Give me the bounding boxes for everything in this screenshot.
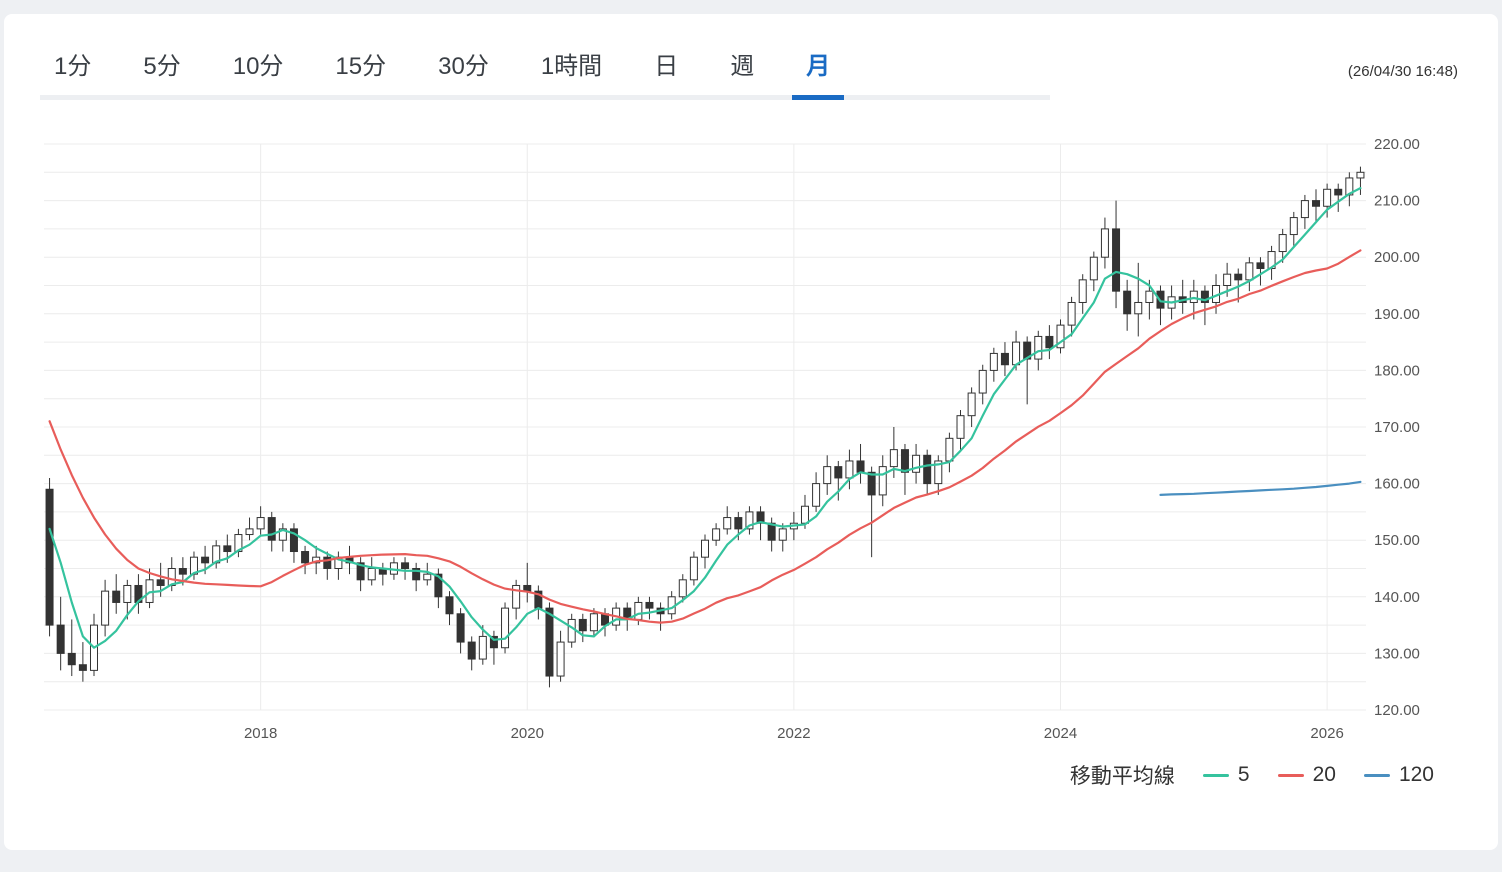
ma5-legend-label: 5 (1237, 763, 1250, 786)
svg-text:190.00: 190.00 (1374, 306, 1420, 323)
tab-day[interactable]: 日 (640, 40, 692, 100)
period-tabbar: 1分 5分 10分 15分 30分 1時間 日 週 月 (26/04/30 16… (4, 14, 1498, 100)
tab-1hour[interactable]: 1時間 (527, 40, 616, 100)
chart-panel: 1分 5分 10分 15分 30分 1時間 日 週 月 (26/04/30 16… (4, 14, 1498, 850)
svg-text:200.00: 200.00 (1374, 249, 1420, 266)
quote-timestamp: (26/04/30 16:48) (1347, 63, 1458, 80)
svg-text:130.00: 130.00 (1374, 645, 1420, 662)
ma5-legend: 5 (1202, 763, 1250, 787)
ma20-legend: 20 (1277, 763, 1336, 787)
svg-text:2018: 2018 (244, 725, 277, 742)
svg-text:210.00: 210.00 (1374, 193, 1420, 210)
tab-30min[interactable]: 30分 (424, 40, 503, 100)
tab-5min[interactable]: 5分 (129, 40, 194, 100)
svg-text:170.00: 170.00 (1374, 419, 1420, 436)
candlestick-chart[interactable]: 2018 2020 2022 2024 2026 220.00 210.00 200.00 19… (4, 110, 1498, 758)
tab-month[interactable]: 月 (792, 40, 845, 100)
tab-week[interactable]: 週 (716, 40, 768, 100)
svg-text:160.00: 160.00 (1374, 476, 1420, 493)
ma-legend-title: 移動平均線 (1069, 765, 1175, 788)
svg-text:180.00: 180.00 (1374, 362, 1420, 379)
svg-text:2026: 2026 (1310, 725, 1343, 742)
svg-text:150.00: 150.00 (1374, 532, 1420, 549)
svg-text:220.00: 220.00 (1374, 136, 1420, 153)
ma120-legend: 120 (1363, 763, 1434, 787)
ma20-line-swatch (1277, 773, 1304, 777)
period-tabs: 1分 5分 10分 15分 30分 1時間 日 週 月 (40, 40, 1050, 100)
svg-text:2024: 2024 (1044, 725, 1077, 742)
ma120-legend-label: 120 (1398, 763, 1434, 786)
ma120-line-swatch (1363, 773, 1390, 777)
svg-text:2022: 2022 (777, 725, 810, 742)
tab-15min[interactable]: 15分 (321, 40, 400, 100)
tab-10min[interactable]: 10分 (219, 40, 298, 100)
tab-1min[interactable]: 1分 (40, 40, 105, 100)
ma-legend: 移動平均線 5 20 120 (4, 758, 1498, 790)
ma5-line-swatch (1202, 773, 1229, 777)
chart-area: 2018 2020 2022 2024 2026 220.00 210.00 200.00 19… (4, 110, 1498, 790)
svg-text:140.00: 140.00 (1374, 589, 1420, 606)
ma20-legend-label: 20 (1312, 763, 1336, 786)
svg-text:2020: 2020 (511, 725, 544, 742)
svg-text:120.00: 120.00 (1374, 702, 1420, 719)
